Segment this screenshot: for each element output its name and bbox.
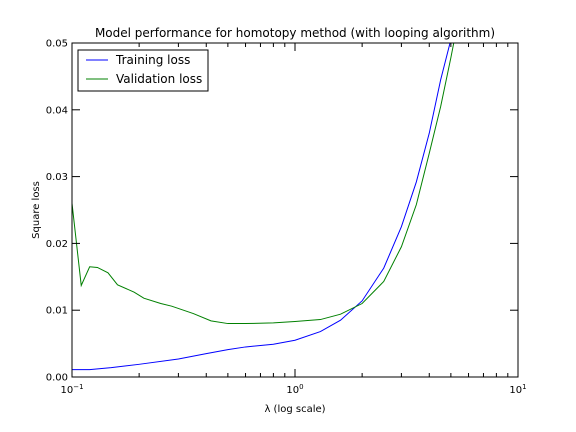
- y-axis-label: Square loss: [31, 181, 42, 239]
- y-tick-label: 0.00: [46, 373, 68, 384]
- series-line-training: [72, 43, 451, 371]
- series-line-validation: [72, 43, 455, 325]
- plot-area: [72, 43, 518, 377]
- legend-label-training: Training loss: [115, 53, 190, 67]
- legend: Training loss Validation loss: [77, 49, 209, 92]
- series-layer: [72, 43, 455, 371]
- legend-label-validation: Validation loss: [116, 72, 202, 86]
- legend-box: [77, 49, 209, 92]
- x-tick-label: 100: [286, 383, 303, 396]
- y-tick-label: 0.01: [46, 306, 68, 317]
- chart-title: Model performance for homotopy method (w…: [95, 26, 495, 40]
- y-tick-label: 0.04: [46, 105, 68, 116]
- x-tick-label: 10−1: [60, 383, 83, 396]
- x-tick-label: 101: [509, 383, 526, 396]
- tick-layer: 0.00 0.01 0.02 0.03 0.04 0.05 10−1 100 101: [46, 39, 527, 397]
- y-tick-label: 0.02: [46, 239, 68, 250]
- y-tick-label: 0.05: [46, 39, 68, 50]
- x-axis-label: λ (log scale): [264, 404, 325, 415]
- y-tick-label: 0.03: [46, 172, 68, 183]
